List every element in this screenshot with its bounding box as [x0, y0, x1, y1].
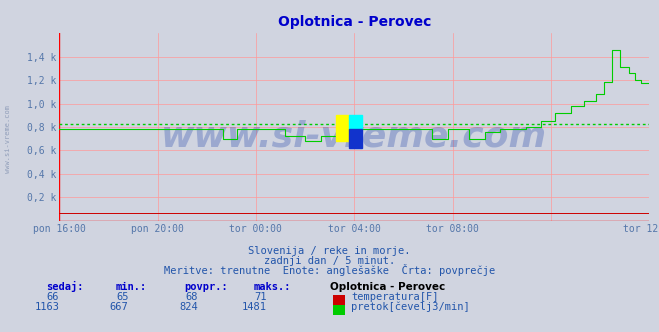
Text: 66: 66 [47, 292, 59, 302]
Text: temperatura[F]: temperatura[F] [351, 292, 439, 302]
Text: zadnji dan / 5 minut.: zadnji dan / 5 minut. [264, 256, 395, 266]
Text: 1481: 1481 [242, 302, 267, 312]
Text: Slovenija / reke in morje.: Slovenija / reke in morje. [248, 246, 411, 256]
Text: 71: 71 [254, 292, 267, 302]
Text: pretok[čevelj3/min]: pretok[čevelj3/min] [351, 302, 470, 312]
Text: 65: 65 [116, 292, 129, 302]
Title: Oplotnica - Perovec: Oplotnica - Perovec [277, 15, 431, 29]
Text: 68: 68 [185, 292, 198, 302]
Bar [336, 115, 349, 141]
Text: Meritve: trenutne  Enote: anglešaške  Črta: povprečje: Meritve: trenutne Enote: anglešaške Črta… [164, 264, 495, 276]
Text: Oplotnica - Perovec: Oplotnica - Perovec [330, 283, 445, 292]
Text: www.si-vreme.com: www.si-vreme.com [161, 120, 547, 153]
Text: 824: 824 [179, 302, 198, 312]
Text: sedaj:: sedaj: [46, 282, 84, 292]
Bar [349, 115, 362, 129]
Text: povpr.:: povpr.: [185, 283, 228, 292]
Bar [349, 129, 362, 148]
Text: min.:: min.: [115, 283, 146, 292]
Text: 667: 667 [110, 302, 129, 312]
Text: 1163: 1163 [34, 302, 59, 312]
Text: www.si-vreme.com: www.si-vreme.com [5, 106, 11, 173]
Text: maks.:: maks.: [254, 283, 291, 292]
